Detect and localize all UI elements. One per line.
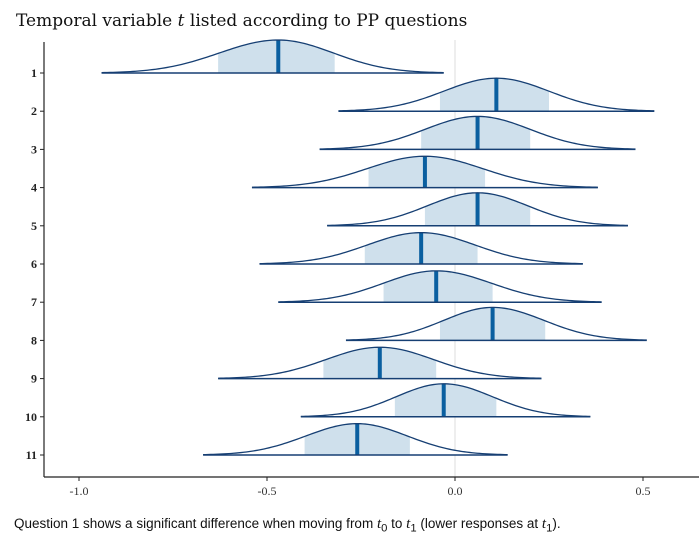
density-curve bbox=[203, 422, 508, 456]
y-tick-label: 2 bbox=[31, 104, 37, 118]
y-tick-label: 4 bbox=[31, 181, 37, 195]
y-tick-label: 5 bbox=[31, 219, 37, 233]
ridge-question-10 bbox=[300, 383, 591, 418]
y-tick-label: 9 bbox=[31, 372, 37, 386]
chart-title: Temporal variable t listed according to … bbox=[16, 11, 467, 31]
density-curve bbox=[259, 231, 583, 265]
x-tick-label: -1.0 bbox=[70, 484, 89, 498]
density-curve bbox=[278, 270, 602, 303]
caption-text-end: ). bbox=[552, 516, 561, 531]
ridge-question-2 bbox=[338, 77, 655, 112]
density-curve bbox=[251, 155, 598, 188]
ridges-layer bbox=[101, 39, 655, 456]
y-tick-label: 10 bbox=[25, 410, 37, 424]
y-tick-label: 11 bbox=[26, 448, 37, 462]
caption-t1: t bbox=[406, 516, 411, 532]
caption-t1-sub: 1 bbox=[410, 522, 417, 535]
ridge-question-5 bbox=[327, 192, 628, 227]
ridge-question-3 bbox=[319, 115, 636, 151]
ridge-question-9 bbox=[218, 346, 542, 380]
y-tick-label: 6 bbox=[31, 257, 37, 271]
x-tick-label: 0.0 bbox=[448, 484, 463, 498]
caption-t0: t bbox=[376, 516, 382, 532]
caption-t2-sub: 1 bbox=[546, 522, 553, 535]
density-curve bbox=[345, 306, 647, 341]
density-curve bbox=[319, 115, 636, 150]
ridgeline-chart: Temporal variable t listed according to … bbox=[16, 11, 699, 498]
density-curve bbox=[300, 383, 591, 418]
ridge-question-6 bbox=[259, 231, 583, 265]
caption-text-after: (lower responses at bbox=[416, 516, 542, 531]
figure-caption: Question 1 shows a significant differenc… bbox=[14, 516, 561, 535]
ridge-question-11 bbox=[203, 422, 508, 456]
y-tick-label: 7 bbox=[31, 295, 37, 309]
caption-t2: t bbox=[541, 516, 547, 532]
y-tick-label: 8 bbox=[31, 333, 37, 347]
density-curve bbox=[101, 39, 444, 74]
axes-layer: 1 2 3 4 5 6 7 8 9 10 11 -1.0 -0.5 0.0 0.5 bbox=[25, 42, 699, 498]
x-tick-label: -0.5 bbox=[258, 484, 277, 498]
y-tick-label: 1 bbox=[31, 66, 37, 80]
ridge-question-7 bbox=[278, 270, 602, 303]
ridge-question-4 bbox=[251, 155, 598, 189]
caption-text-middle: to bbox=[387, 516, 407, 531]
caption-text-before: Question 1 shows a significant differenc… bbox=[14, 516, 377, 531]
y-tick-label: 3 bbox=[31, 142, 37, 156]
ridge-question-1 bbox=[101, 39, 444, 74]
x-tick-label: 0.5 bbox=[636, 484, 651, 498]
density-curve bbox=[327, 192, 628, 227]
caption-t0-sub: 0 bbox=[381, 522, 388, 535]
ridge-question-8 bbox=[345, 306, 647, 342]
density-curve bbox=[218, 346, 542, 379]
density-curve bbox=[338, 77, 655, 112]
